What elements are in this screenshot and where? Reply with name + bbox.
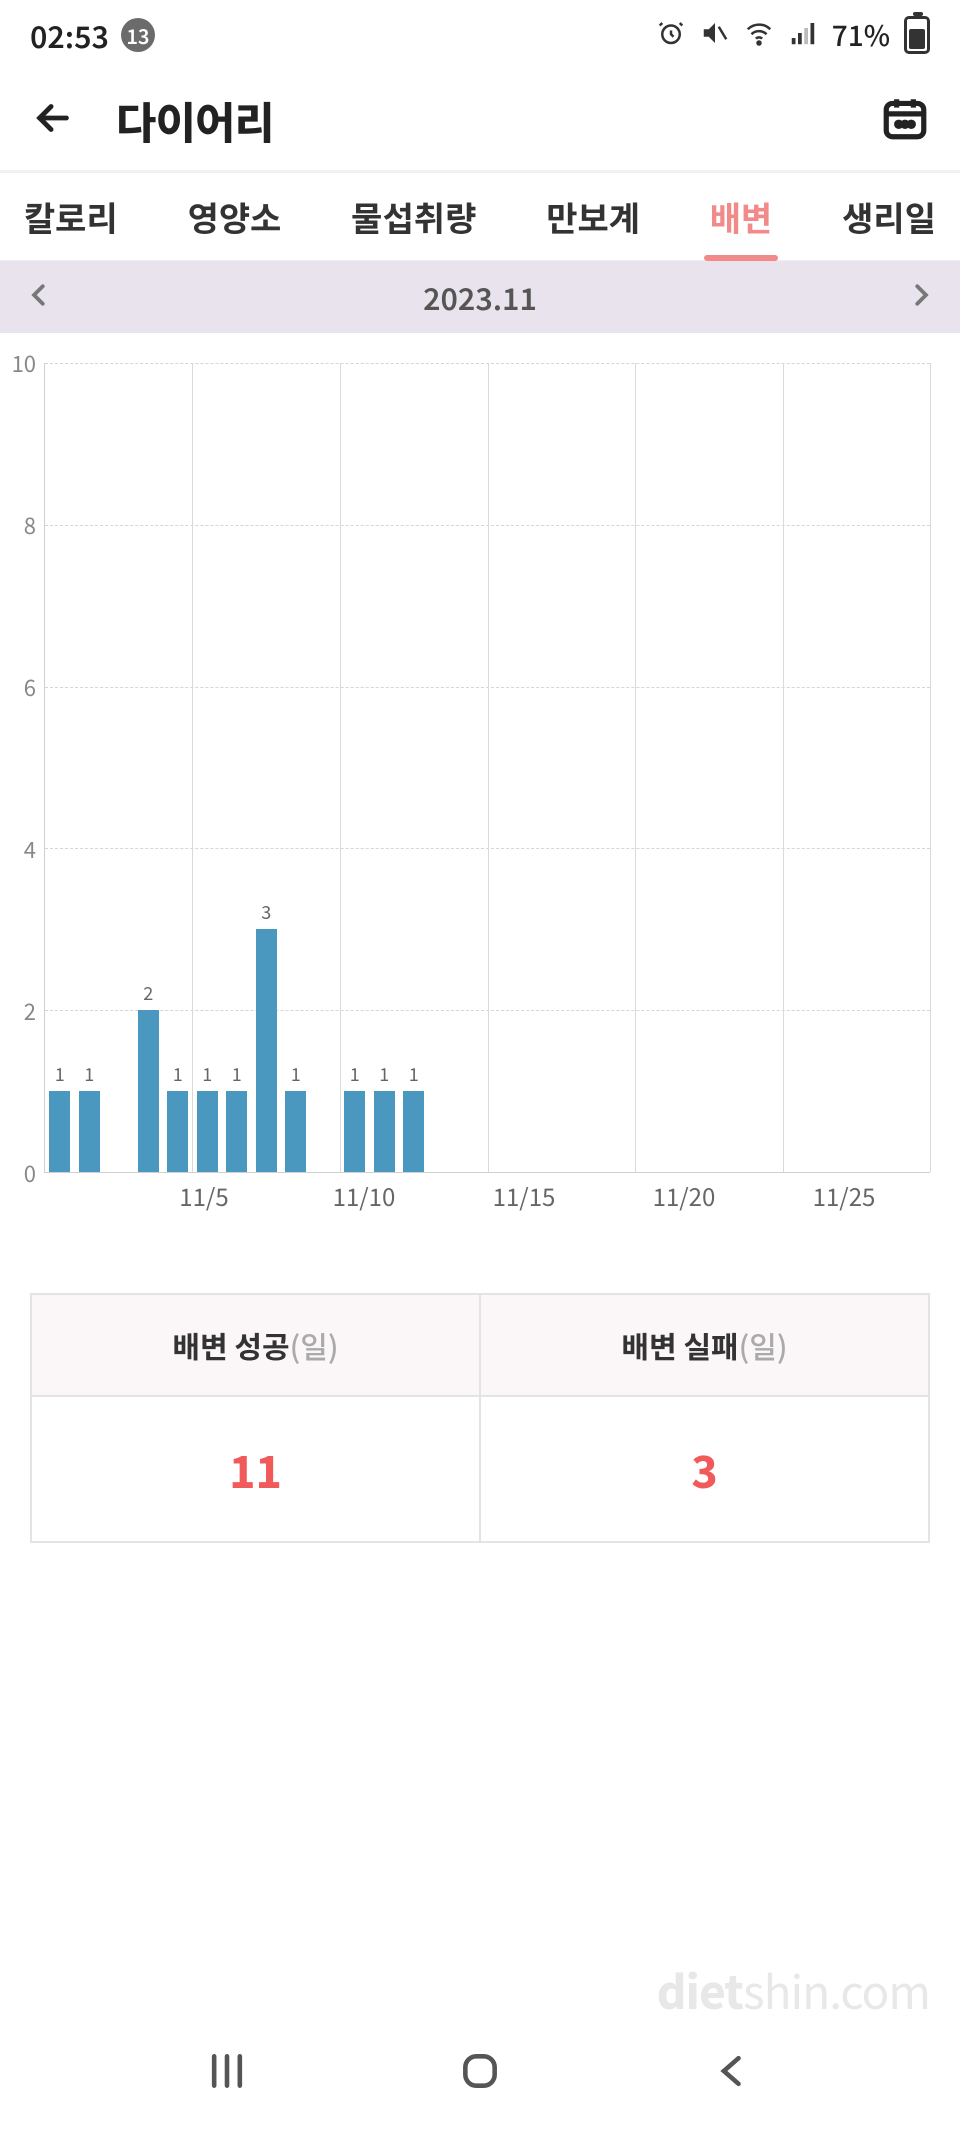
summary-value-0: 11 xyxy=(32,1397,481,1541)
chart-bar: 2 xyxy=(138,1010,159,1172)
chart-plot: 11211131111 xyxy=(44,363,930,1173)
status-bar: 02:53 13 71% xyxy=(0,0,960,70)
chart-bar: 1 xyxy=(403,1091,424,1172)
y-tick-label: 6 xyxy=(6,671,36,703)
chart-bar: 1 xyxy=(49,1091,70,1172)
y-tick-label: 2 xyxy=(6,995,36,1027)
android-back-button[interactable] xyxy=(711,2049,755,2098)
page-title: 다이어리 xyxy=(116,88,274,152)
bar-value-label: 1 xyxy=(202,1061,212,1087)
bar-value-label: 1 xyxy=(173,1061,183,1087)
bar-value-label: 1 xyxy=(55,1061,65,1087)
tab-4[interactable]: 배변 xyxy=(696,173,787,260)
battery-fill xyxy=(909,29,925,49)
y-tick-label: 8 xyxy=(6,509,36,541)
x-tick-label: 11/15 xyxy=(493,1178,556,1213)
notification-badge: 13 xyxy=(121,18,155,52)
tab-0[interactable]: 칼로리 xyxy=(10,173,132,260)
bar-value-label: 1 xyxy=(232,1061,242,1087)
bowel-chart: 11211131111 0246810 11/5 11/10 11/15 11/20 1… xyxy=(0,363,960,1233)
chart-bar: 1 xyxy=(374,1091,395,1172)
tab-2[interactable]: 물섭취량 xyxy=(337,173,490,260)
battery-icon xyxy=(904,16,930,54)
grid-vertical xyxy=(488,363,489,1172)
tab-5[interactable]: 생리일 xyxy=(828,173,950,260)
grid-vertical xyxy=(930,363,931,1172)
x-tick-label: 11/20 xyxy=(653,1178,716,1213)
bar-value-label: 2 xyxy=(143,980,153,1006)
tabs: 칼로리 영양소 물섭취량 만보계 배변 생리일 xyxy=(0,173,960,261)
status-left: 02:53 13 xyxy=(30,13,155,57)
battery-text: 71% xyxy=(832,15,890,55)
app-header: 다이어리 xyxy=(0,70,960,170)
chart-bar: 1 xyxy=(167,1091,188,1172)
y-tick-label: 10 xyxy=(6,347,36,379)
y-tick-label: 0 xyxy=(6,1157,36,1189)
bar-value-label: 1 xyxy=(350,1061,360,1087)
chart-bar: 1 xyxy=(197,1091,218,1172)
grid-vertical xyxy=(635,363,636,1172)
status-time: 02:53 xyxy=(30,13,109,57)
summary-header-0: 배변 성공(일) xyxy=(32,1295,481,1397)
summary-table: 배변 성공(일)배변 실패(일)113 xyxy=(30,1293,930,1543)
tab-1[interactable]: 영양소 xyxy=(174,173,296,260)
month-label: 2023.11 xyxy=(423,275,537,319)
summary-value-1: 3 xyxy=(481,1397,928,1541)
chart-bar: 1 xyxy=(285,1091,306,1172)
bar-value-label: 1 xyxy=(84,1061,94,1087)
alarm-icon xyxy=(656,13,686,57)
next-month-button[interactable] xyxy=(906,275,936,319)
bar-value-label: 3 xyxy=(261,899,271,925)
month-navigator: 2023.11 xyxy=(0,261,960,333)
x-tick-label: 11/5 xyxy=(179,1178,228,1213)
chart-bar: 1 xyxy=(344,1091,365,1172)
home-button[interactable] xyxy=(458,2049,502,2098)
grid-vertical xyxy=(340,363,341,1172)
back-button[interactable] xyxy=(30,95,76,146)
status-right: 71% xyxy=(656,13,930,57)
wifi-icon xyxy=(744,13,774,57)
y-tick-label: 4 xyxy=(6,833,36,865)
chart-inner: 11211131111 0246810 xyxy=(10,363,930,1173)
chart-bar: 3 xyxy=(256,929,277,1172)
prev-month-button[interactable] xyxy=(24,275,54,319)
chart-bar: 1 xyxy=(79,1091,100,1172)
signal-icon xyxy=(788,13,818,57)
recents-button[interactable] xyxy=(205,2049,249,2098)
x-tick-label: 11/10 xyxy=(333,1178,396,1213)
grid-vertical xyxy=(783,363,784,1172)
summary-header-1: 배변 실패(일) xyxy=(481,1295,928,1397)
x-tick-label: 11/25 xyxy=(813,1178,876,1213)
tab-3[interactable]: 만보계 xyxy=(532,173,654,260)
grid-vertical xyxy=(192,363,193,1172)
android-navbar xyxy=(0,2013,960,2133)
bar-value-label: 1 xyxy=(409,1061,419,1087)
bar-value-label: 1 xyxy=(379,1061,389,1087)
calendar-button[interactable] xyxy=(880,93,930,148)
mute-icon xyxy=(700,13,730,57)
chart-bar: 1 xyxy=(226,1091,247,1172)
bar-value-label: 1 xyxy=(291,1061,301,1087)
